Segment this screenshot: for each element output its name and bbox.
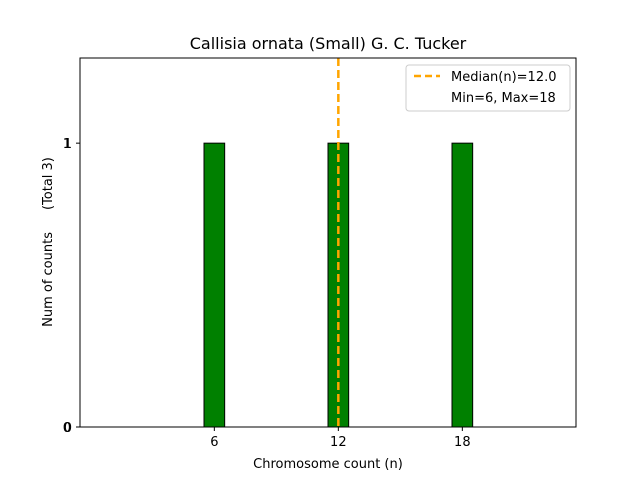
plot-area-frame [79, 57, 577, 428]
x-axis-label: Chromosome count (n) [253, 457, 403, 472]
y-tick-label-overlay-1: 1 [63, 137, 71, 152]
bars-group [203, 142, 474, 428]
bar-18 [451, 142, 474, 428]
bar-6 [203, 142, 226, 428]
y-tick-label-1: 1 [64, 137, 72, 152]
y-axis-label-group: Num of counts (Total 3) [41, 157, 56, 327]
x-axis-ticks: 6 12 18 [210, 427, 471, 450]
y-axis-label-total: (Total 3) [41, 157, 56, 210]
y-tick-label-0: 0 [64, 421, 72, 436]
y-axis-label: Num of counts (Total 3) [41, 157, 56, 327]
legend-median-label: Median(n)=12.0 [451, 70, 557, 85]
x-tick-label-12: 12 [330, 435, 347, 450]
legend-box [405, 64, 571, 112]
y-tick-label-overlay-0: 0 [63, 421, 71, 436]
x-tick-label-6: 6 [210, 435, 218, 450]
chart-title: Callisia ornata (Small) G. C. Tucker [190, 34, 467, 53]
legend-range-label: Min=6, Max=18 [451, 91, 556, 106]
x-tick-label-18: 18 [454, 435, 471, 450]
legend: Median(n)=12.0 Min=6, Max=18 [405, 64, 571, 112]
y-axis-label-main: Num of counts [41, 232, 56, 327]
